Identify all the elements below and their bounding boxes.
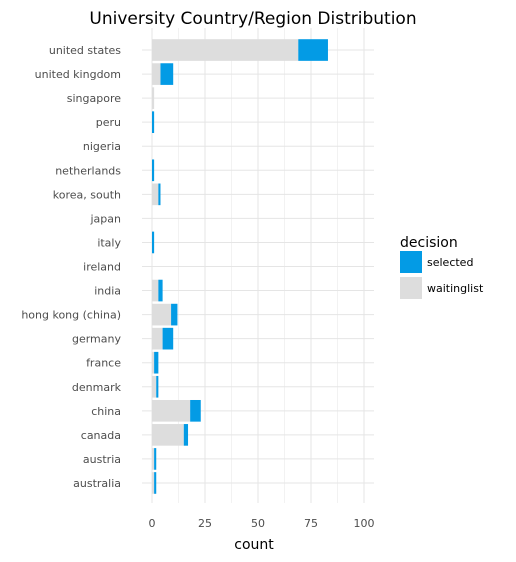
bar-waitinglist xyxy=(152,87,155,109)
y-tick-label: netherlands xyxy=(55,164,121,177)
bar-selected xyxy=(160,63,174,85)
x-tick-label: 100 xyxy=(354,517,375,530)
bar-selected xyxy=(190,399,201,422)
bar-waitinglist xyxy=(152,303,172,326)
bar-selected xyxy=(154,351,159,374)
y-tick-label: austria xyxy=(83,453,121,466)
bar-waitinglist xyxy=(152,351,155,374)
bars xyxy=(152,39,328,494)
bar-selected xyxy=(158,183,161,206)
y-tick-label: ireland xyxy=(83,261,121,274)
bar-waitinglist xyxy=(152,399,191,422)
x-tick-label: 75 xyxy=(304,517,318,530)
y-tick-label: hong kong (china) xyxy=(21,309,121,322)
y-tick-label: japan xyxy=(90,212,122,225)
x-axis-tick-labels: 0 25 50 75 100 xyxy=(149,517,375,530)
y-tick-label: germany xyxy=(72,333,122,346)
legend-title: decision xyxy=(400,235,458,251)
bar-waitinglist xyxy=(152,472,155,494)
y-tick-label: denmark xyxy=(72,381,122,394)
bar-selected xyxy=(156,375,159,398)
bar-selected xyxy=(154,472,157,494)
bar-selected xyxy=(152,111,155,134)
bar-waitinglist xyxy=(152,375,157,398)
bar-waitinglist xyxy=(152,39,299,61)
y-tick-label: united kingdom xyxy=(35,68,121,81)
legend-swatch-waitinglist xyxy=(400,277,422,299)
y-tick-label: nigeria xyxy=(83,140,121,153)
legend-label-selected: selected xyxy=(427,256,473,269)
y-tick-label: canada xyxy=(81,429,121,442)
y-tick-label: korea, south xyxy=(53,188,121,201)
y-tick-label: italy xyxy=(97,236,121,249)
x-tick-label: 0 xyxy=(149,517,156,530)
bar-waitinglist xyxy=(152,327,163,350)
grid xyxy=(142,28,374,503)
chart-title: University Country/Region Distribution xyxy=(89,9,416,29)
x-tick-label: 25 xyxy=(198,517,212,530)
y-tick-label: india xyxy=(94,285,121,298)
legend: decision selected waitinglist xyxy=(400,235,484,299)
x-tick-label: 50 xyxy=(251,517,265,530)
legend-swatch-selected xyxy=(400,251,422,273)
bar-selected xyxy=(298,39,328,61)
bar-waitinglist xyxy=(152,424,184,446)
bar-waitinglist xyxy=(152,448,155,470)
bar-selected xyxy=(152,159,155,182)
y-tick-label: france xyxy=(86,357,121,370)
y-tick-label: singapore xyxy=(67,92,121,105)
bar-selected xyxy=(158,279,163,302)
bar-selected xyxy=(183,424,189,446)
bar-selected xyxy=(162,327,174,350)
bar-selected xyxy=(152,231,155,254)
y-tick-label: china xyxy=(91,405,121,418)
y-axis-tick-labels: united states united kingdom singapore peru… xyxy=(21,44,121,490)
bar-selected xyxy=(171,303,178,326)
y-tick-label: peru xyxy=(96,116,121,129)
bar-selected xyxy=(154,448,157,470)
y-tick-label: united states xyxy=(49,44,121,57)
bar-waitinglist xyxy=(152,279,159,302)
bar-waitinglist xyxy=(152,63,161,85)
legend-label-waitinglist: waitinglist xyxy=(427,282,484,295)
y-tick-label: australia xyxy=(73,477,121,490)
bar-waitinglist xyxy=(152,183,159,206)
x-axis-title: count xyxy=(234,537,274,553)
